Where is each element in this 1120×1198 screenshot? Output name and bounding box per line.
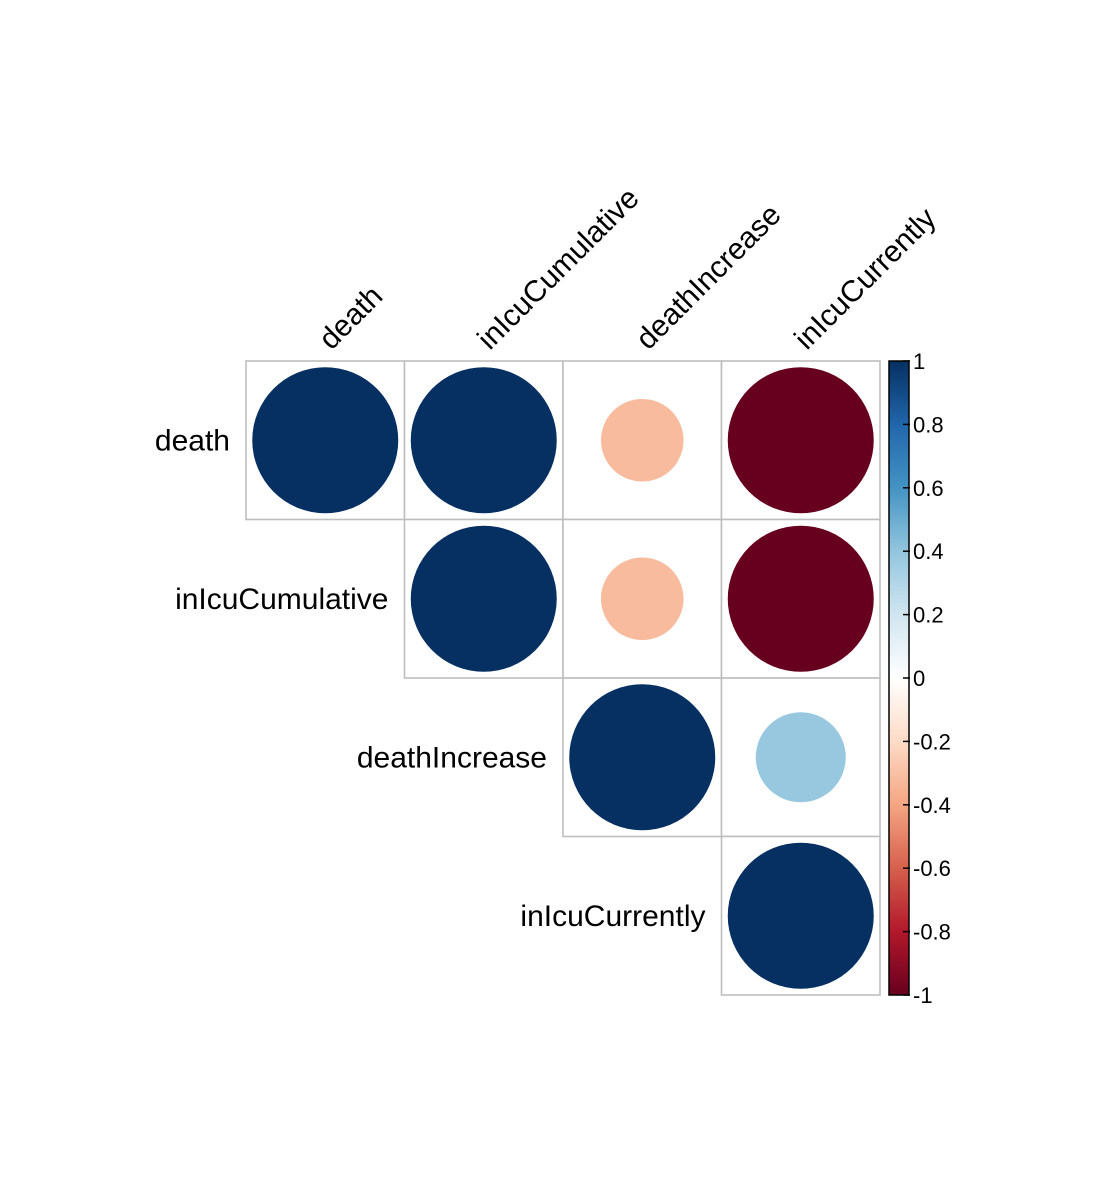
row-label-death: death <box>155 424 230 457</box>
colorbar-tick-label: 1 <box>913 349 925 374</box>
colorbar-tick-label: 0.6 <box>913 476 944 501</box>
corr-circle-death-death-increase <box>600 398 684 482</box>
col-label-death: death <box>313 280 389 356</box>
colorbar-tick-label: 0.2 <box>913 603 944 628</box>
row-label-death-increase: deathIncrease <box>357 741 547 774</box>
correlation-circles <box>252 367 874 989</box>
corr-circle-in-icu-cumulative-death-increase <box>600 557 684 641</box>
row-label-in-icu-cumulative: inIcuCumulative <box>175 583 388 616</box>
colorbar: 1 0.8 0.6 0.4 0.2 0 -0.2 -0.4 -0.6 -0.8 -1 <box>888 349 951 1008</box>
col-label-in-icu-currently: inIcuCurrently <box>788 202 942 356</box>
colorbar-tick-label: -0.2 <box>913 729 951 754</box>
row-labels: death inIcuCumulative deathIncrease inIcuCu… <box>155 424 706 933</box>
corr-circle-death-increase-death-increase <box>569 684 716 831</box>
corr-circle-death-death <box>252 367 399 514</box>
row-label-in-icu-currently: inIcuCurrently <box>520 900 705 933</box>
colorbar-tick-label: 0.8 <box>913 412 944 437</box>
colorbar-tick-label: -0.6 <box>913 856 951 881</box>
colorbar-tick-label: 0 <box>913 666 925 691</box>
corr-circle-death-increase-in-icu-currently <box>755 712 846 803</box>
corr-circle-death-in-icu-cumulative <box>410 367 557 514</box>
corr-circle-in-icu-cumulative-in-icu-cumulative <box>410 525 557 672</box>
corr-circle-death-in-icu-currently <box>727 367 874 514</box>
colorbar-tick-label: 0.4 <box>913 539 944 564</box>
colorbar-ticks: 1 0.8 0.6 0.4 0.2 0 -0.2 -0.4 -0.6 -0.8 -1 <box>903 349 951 1008</box>
colorbar-tick-label: -0.8 <box>913 920 951 945</box>
col-label-in-icu-cumulative: inIcuCumulative <box>471 182 645 356</box>
colorbar-gradient <box>889 361 909 995</box>
col-label-death-increase: deathIncrease <box>630 198 788 356</box>
corr-circle-in-icu-currently-in-icu-currently <box>727 842 874 989</box>
colorbar-tick-label: -0.4 <box>913 793 951 818</box>
colorbar-tick-label: -1 <box>913 983 933 1008</box>
corr-circle-in-icu-cumulative-in-icu-currently <box>727 525 874 672</box>
